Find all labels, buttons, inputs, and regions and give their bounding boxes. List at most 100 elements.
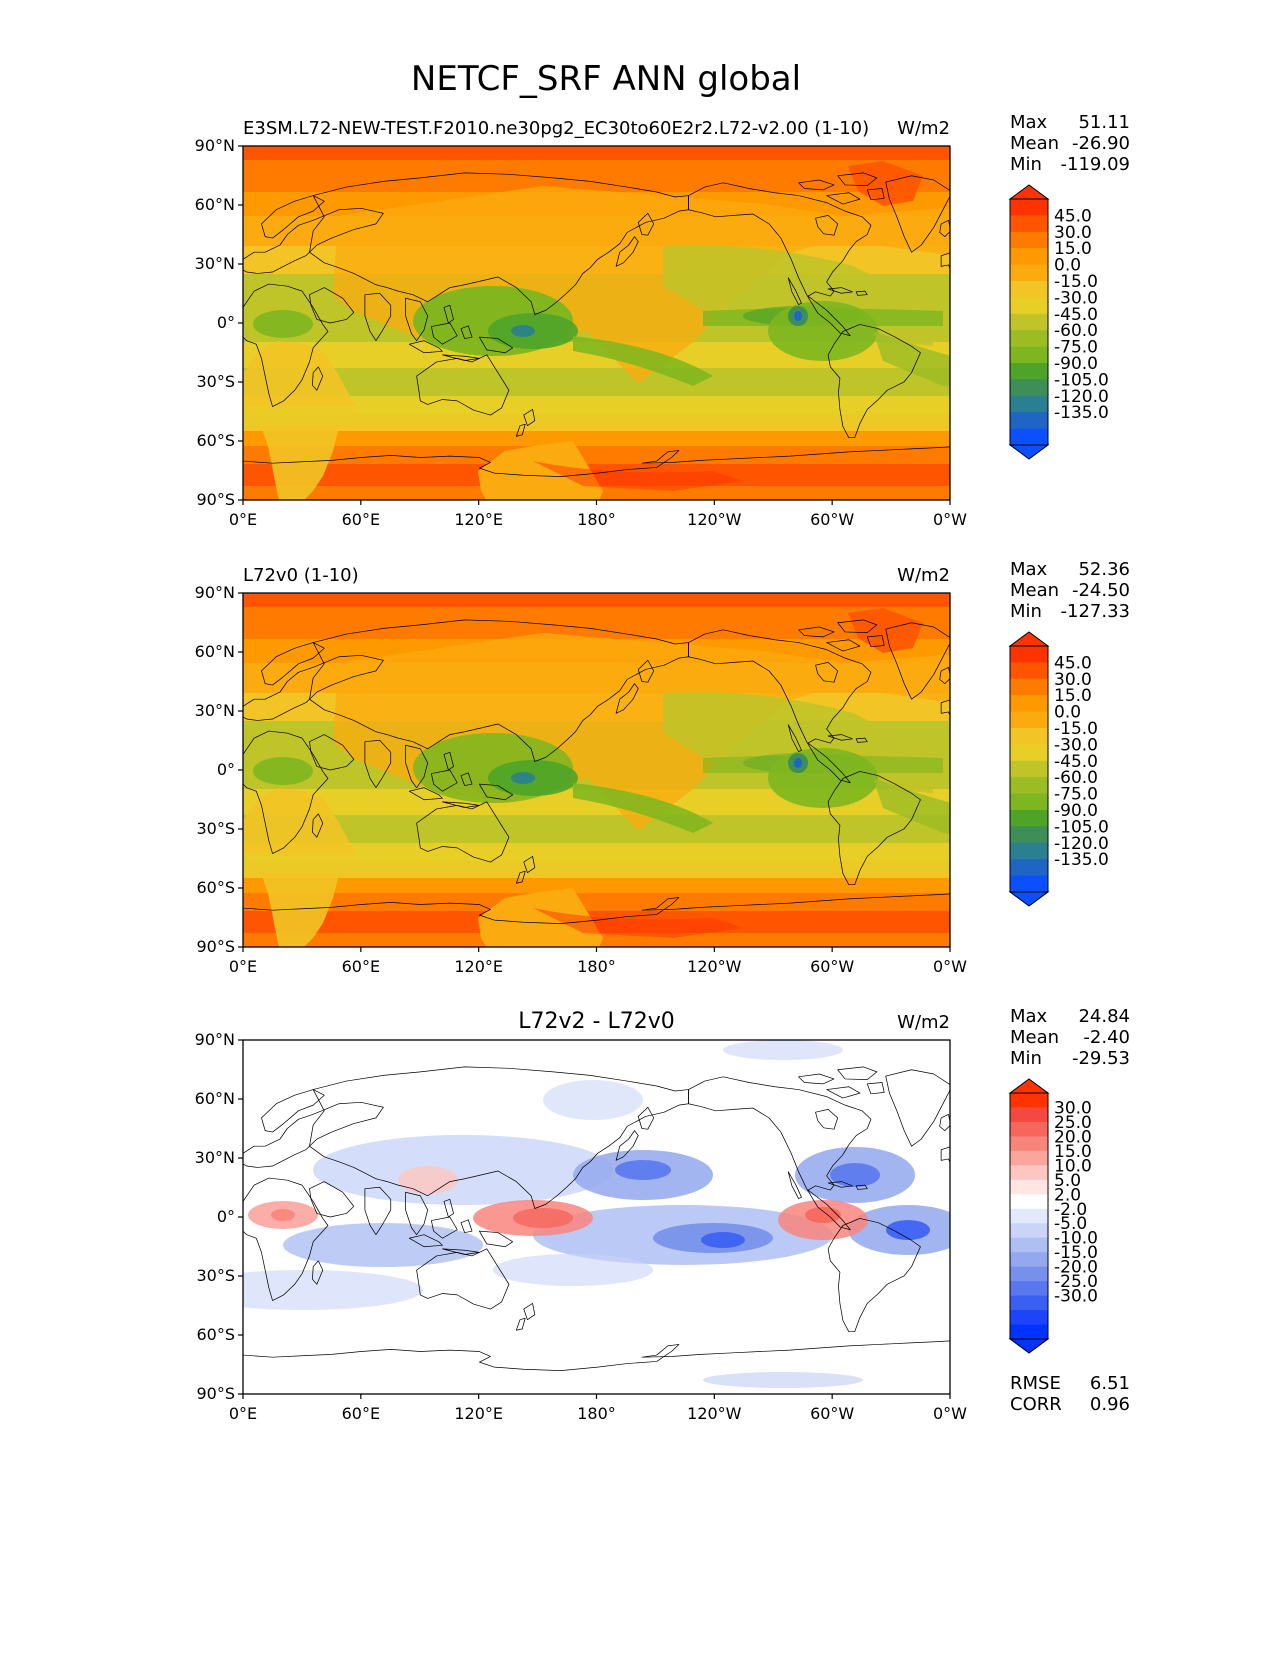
colorbar-segment (1010, 231, 1048, 249)
stat-value: -2.40 (1083, 1027, 1130, 1048)
colorbar-tick-label: 20.0 (1054, 1127, 1092, 1147)
x-tick-label: 120°E (454, 1404, 503, 1423)
colorbar-segment (1010, 793, 1048, 811)
x-tick-label: 180° (577, 957, 616, 976)
colorbar-segment (1010, 1266, 1048, 1282)
colorbar-segment (1010, 363, 1048, 380)
panel-units: W/m2 (897, 565, 950, 586)
colorbar-tick-label: -60.0 (1054, 768, 1098, 788)
panel-test: E3SM.L72-NEW-TEST.F2010.ne30pg2_EC30to60… (195, 112, 1130, 529)
colorbar-tick-label: -30.0 (1054, 288, 1098, 308)
colorbar-tick-label: -120.0 (1054, 834, 1109, 854)
y-tick-label: 90°N (195, 583, 235, 602)
colorbar-segment (1010, 1165, 1048, 1181)
colorbar-segment (1010, 379, 1048, 397)
map-field (243, 593, 950, 947)
colorbar-segment (1010, 826, 1048, 844)
y-tick-label: 90°S (196, 937, 235, 956)
map-field (243, 1040, 950, 1394)
colorbar-segment (1010, 1324, 1048, 1340)
y-tick-label: 0° (217, 760, 235, 779)
y-tick-label: 90°S (196, 1384, 235, 1403)
colorbar-segment (1010, 728, 1048, 745)
colorbar-tick-label: 25.0 (1054, 1113, 1092, 1133)
y-tick-label: 60°N (195, 642, 235, 661)
x-tick-label: 120°E (454, 957, 503, 976)
colorbar-tick-label: -120.0 (1054, 387, 1109, 407)
x-tick-label: 60°E (342, 1404, 380, 1423)
x-tick-label: 0°W (933, 510, 967, 529)
extra-stat-label: CORR (1010, 1394, 1062, 1415)
colorbar-tick-label: 5.0 (1054, 1171, 1081, 1191)
colorbar-tick-label: -135.0 (1054, 403, 1109, 423)
colorbar-tick-label: -90.0 (1054, 354, 1098, 374)
colorbar-tick-label: 2.0 (1054, 1185, 1081, 1205)
stat-value: 51.11 (1078, 112, 1130, 133)
colorbar-segment (1010, 1237, 1048, 1253)
x-tick-label: 0°E (229, 1404, 257, 1423)
colorbar-segment (1010, 744, 1048, 762)
colorbar-segment (1010, 711, 1048, 729)
colorbar-segment (1010, 1136, 1048, 1152)
colorbar-tick-label: -5.0 (1054, 1214, 1087, 1234)
x-tick-label: 60°E (342, 957, 380, 976)
panel-center-title: L72v2 - L72v0 (518, 1009, 674, 1034)
colorbar-segment (1010, 1194, 1048, 1210)
y-tick-label: 30°N (195, 701, 235, 720)
stat-value: -127.33 (1061, 601, 1130, 622)
colorbar-tick-label: -90.0 (1054, 801, 1098, 821)
stat-label: Max (1010, 1006, 1048, 1027)
colorbar-segment (1010, 1107, 1048, 1123)
y-tick-label: 60°N (195, 195, 235, 214)
panel-left-title: E3SM.L72-NEW-TEST.F2010.ne30pg2_EC30to60… (243, 118, 869, 139)
colorbar-tick-label: -75.0 (1054, 785, 1098, 805)
colorbar-segment (1010, 1295, 1048, 1311)
map-field (243, 146, 950, 500)
colorbar-tick-label: -60.0 (1054, 321, 1098, 341)
colorbar-segment (1010, 412, 1048, 430)
colorbar-segment (1010, 859, 1048, 877)
colorbar-tick-label: 15.0 (1054, 239, 1092, 259)
y-tick-label: 0° (217, 1207, 235, 1226)
stat-value: -119.09 (1061, 154, 1130, 175)
stat-label: Min (1010, 601, 1042, 622)
x-tick-label: 120°W (687, 1404, 742, 1423)
y-tick-label: 60°S (196, 878, 235, 897)
colorbar-segment (1010, 1252, 1048, 1268)
colorbar-tick-label: -2.0 (1054, 1200, 1087, 1220)
stat-value: 52.36 (1078, 559, 1130, 580)
colorbar-tick-label: -15.0 (1054, 272, 1098, 292)
colorbar-segment (1010, 248, 1048, 266)
colorbar-tick-label: 15.0 (1054, 686, 1092, 706)
colorbar-tick-label: 30.0 (1054, 670, 1092, 690)
colorbar-segment (1010, 428, 1048, 446)
x-tick-label: 60°W (810, 510, 854, 529)
y-tick-label: 30°S (196, 1266, 235, 1285)
stat-label: Max (1010, 559, 1048, 580)
colorbar-segment (1010, 1223, 1048, 1239)
stat-label: Mean (1010, 580, 1059, 601)
y-tick-label: 60°S (196, 1325, 235, 1344)
colorbar-segment (1010, 695, 1048, 713)
colorbar-tick-label: 45.0 (1054, 206, 1092, 226)
colorbar-segment (1010, 777, 1048, 795)
figure-title: NETCF_SRF ANN global (411, 59, 801, 99)
stat-value: -29.53 (1072, 1048, 1130, 1069)
colorbar-segment (1010, 281, 1048, 298)
colorbar-tick-label: -15.0 (1054, 1243, 1098, 1263)
x-tick-label: 120°E (454, 510, 503, 529)
colorbar-segment (1010, 264, 1048, 282)
panel-left-title: L72v0 (1-10) (243, 565, 359, 586)
x-tick-label: 180° (577, 1404, 616, 1423)
y-tick-label: 30°N (195, 254, 235, 273)
colorbar-tick-label: 15.0 (1054, 1142, 1092, 1162)
stat-label: Min (1010, 154, 1042, 175)
stat-value: -26.90 (1072, 133, 1130, 154)
y-tick-label: 30°S (196, 372, 235, 391)
colorbar: 45.030.015.00.0-15.0-30.0-45.0-60.0-75.0… (1008, 184, 1109, 460)
stat-label: Mean (1010, 133, 1059, 154)
stat-label: Mean (1010, 1027, 1059, 1048)
y-tick-label: 30°N (195, 1148, 235, 1167)
panel-units: W/m2 (897, 118, 950, 139)
